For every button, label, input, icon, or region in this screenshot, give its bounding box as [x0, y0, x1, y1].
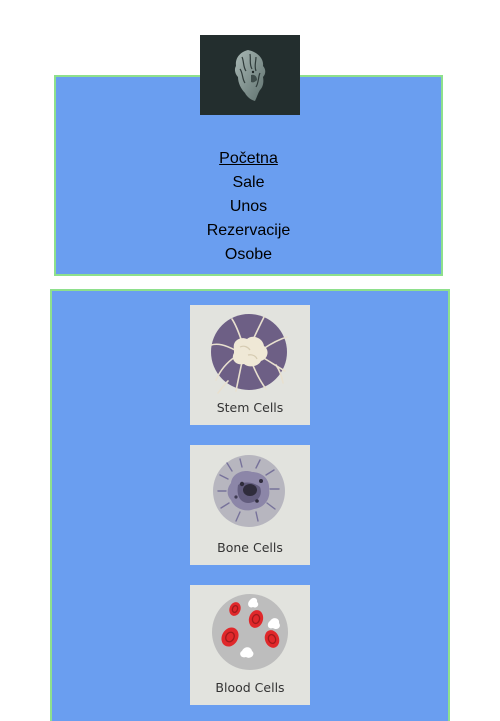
card-label: Bone Cells — [217, 540, 283, 555]
nav-list: Početna Sale Unos Rezervacije Osobe — [56, 147, 441, 267]
nav-link-sale[interactable]: Sale — [232, 174, 265, 191]
nav-link-pocetna[interactable]: Početna — [219, 150, 278, 167]
card-bone-cells[interactable]: Bone Cells — [190, 445, 310, 565]
nav-item-pocetna: Početna — [56, 147, 441, 171]
content-panel: Stem Cells — [50, 289, 450, 721]
nav-item-rezervacije: Rezervacije — [56, 219, 441, 243]
card-label: Blood Cells — [215, 680, 285, 695]
nav-link-osobe[interactable]: Osobe — [224, 246, 273, 263]
nav-item-sale: Sale — [56, 171, 441, 195]
nav-link-unos[interactable]: Unos — [229, 198, 268, 215]
card-blood-cells[interactable]: Blood Cells — [190, 585, 310, 705]
nav-item-osobe: Osobe — [56, 243, 441, 267]
nav-item-unos: Unos — [56, 195, 441, 219]
stem-cell-icon — [210, 314, 288, 394]
logo[interactable] — [200, 35, 300, 115]
card-stem-cells[interactable]: Stem Cells — [190, 305, 310, 425]
blood-cell-icon — [212, 594, 288, 670]
nav-link-rezervacije[interactable]: Rezervacije — [206, 222, 291, 239]
bone-cell-icon — [213, 455, 285, 527]
lion-head-icon — [234, 50, 266, 101]
card-label: Stem Cells — [216, 400, 284, 415]
